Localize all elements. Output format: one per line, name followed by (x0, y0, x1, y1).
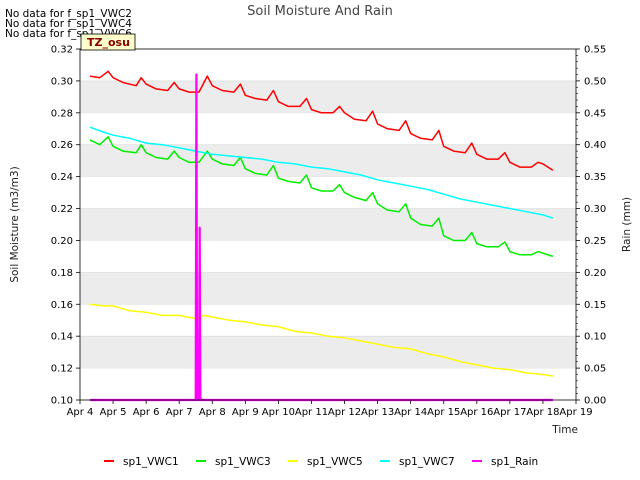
no-data-notice-vwc2: No data for f_sp1_VWC2 (5, 8, 132, 20)
y2-tick-label: 0.35 (584, 172, 606, 183)
y-tick-label: 0.28 (51, 108, 73, 119)
x-tick-label: Apr 14 (394, 407, 427, 418)
legend: sp1_VWC1 sp1_VWC3 sp1_VWC5 sp1_VWC7 sp1_Rain (104, 456, 538, 468)
y2-tick-label: 0.55 (584, 45, 606, 56)
legend-label-sp1_VWC1: sp1_VWC1 (123, 456, 179, 468)
x-tick-label: Apr 18 (526, 407, 559, 418)
x-axis-label: Time (551, 424, 578, 436)
y2-tick-label: 0.25 (584, 236, 606, 247)
x-tick-label: Apr 4 (67, 407, 94, 418)
x-tick-label: Apr 11 (295, 407, 328, 418)
x-tick-label: Apr 13 (361, 407, 394, 418)
y2-tick-label: 0.30 (584, 204, 606, 215)
y-tick-label: 0.14 (51, 332, 73, 343)
series-line-sp1_VWC3 (89, 136, 554, 258)
y-tick-label: 0.24 (51, 172, 73, 183)
y2-tick-label: 0.20 (584, 268, 606, 279)
y2-tick-label: 0.45 (584, 108, 606, 119)
y-tick-label: 0.20 (51, 236, 73, 247)
series-line-sp1_VWC7 (89, 126, 554, 219)
y-tick-label: 0.26 (51, 140, 73, 151)
y-tick-label: 0.22 (51, 204, 73, 215)
grid-band (80, 144, 576, 177)
x-tick-label: Apr 10 (262, 407, 295, 418)
legend-label-sp1_Rain: sp1_Rain (491, 456, 538, 468)
x-tick-label: Apr 12 (328, 407, 361, 418)
legend-label-sp1_VWC5: sp1_VWC5 (307, 456, 363, 468)
series-line-sp1_VWC1 (89, 70, 554, 171)
y-tick-label: 0.30 (51, 76, 73, 87)
x-tick-label: Apr 9 (232, 407, 259, 418)
y2-tick-label: 0.10 (584, 332, 606, 343)
timezone-label: TZ_osu (87, 36, 130, 49)
y-tick-label: 0.18 (51, 268, 73, 279)
x-tick-label: Apr 5 (100, 407, 127, 418)
no-data-notice-vwc4: No data for f_sp1_VWC4 (5, 18, 132, 30)
x-tick-label: Apr 7 (166, 407, 193, 418)
y2-tick-label: 0.00 (584, 396, 606, 407)
x-tick-label: Apr 6 (133, 407, 160, 418)
chart-title: Soil Moisture And Rain (247, 4, 393, 19)
y-axis-label: Soil Moisture (m3/m3) (9, 166, 21, 282)
x-tick-label: Apr 19 (559, 407, 592, 418)
x-tick-label: Apr 8 (199, 407, 226, 418)
x-tick-label: Apr 15 (427, 407, 460, 418)
y2-tick-label: 0.50 (584, 76, 606, 87)
y2-axis-label: Rain (mm) (621, 197, 633, 252)
grid-band (80, 208, 576, 241)
y-tick-label: 0.32 (51, 45, 73, 56)
y-tick-label: 0.10 (51, 396, 73, 407)
y2-tick-label: 0.15 (584, 300, 606, 311)
timezone-badge: TZ_osu (80, 33, 136, 51)
grid-band (80, 80, 576, 113)
plot-frame (79, 48, 577, 401)
grid-band (80, 336, 576, 369)
legend-label-sp1_VWC3: sp1_VWC3 (215, 456, 271, 468)
y2-tick-label: 0.40 (584, 140, 606, 151)
series-line-sp1_VWC5 (89, 303, 554, 377)
x-tick-label: Apr 16 (460, 407, 493, 418)
grid-band (80, 272, 576, 305)
x-tick-label: Apr 17 (493, 407, 526, 418)
y-tick-label: 0.12 (51, 364, 73, 375)
legend-label-sp1_VWC7: sp1_VWC7 (399, 456, 455, 468)
y-tick-label: 0.16 (51, 300, 73, 311)
y2-tick-label: 0.05 (584, 364, 606, 375)
